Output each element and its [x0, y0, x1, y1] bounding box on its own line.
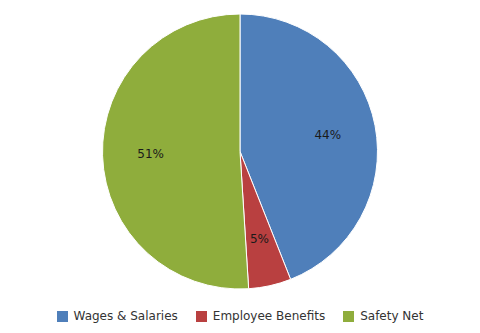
legend-item: Employee Benefits: [196, 309, 325, 323]
slice-label: 5%: [250, 232, 269, 246]
chart: 44% 5% 51% Wages & Salaries Employee Benefit…: [0, 0, 480, 333]
legend-swatch: [343, 311, 354, 322]
legend-item: Wages & Salaries: [57, 309, 178, 323]
legend-swatch: [196, 311, 207, 322]
legend-label: Employee Benefits: [213, 309, 325, 323]
slice-labels: 44% 5% 51%: [137, 128, 341, 246]
slice-label: 51%: [137, 147, 164, 161]
pie-svg: 44% 5% 51%: [0, 0, 480, 333]
legend-label: Wages & Salaries: [74, 309, 178, 323]
legend-label: Safety Net: [360, 309, 423, 323]
slices: [102, 14, 377, 289]
pie-slice: [240, 14, 378, 279]
pie-slice: [102, 14, 248, 289]
legend: Wages & Salaries Employee Benefits Safety …: [0, 309, 480, 323]
slice-label: 44%: [314, 128, 341, 142]
legend-swatch: [57, 311, 68, 322]
legend-item: Safety Net: [343, 309, 423, 323]
